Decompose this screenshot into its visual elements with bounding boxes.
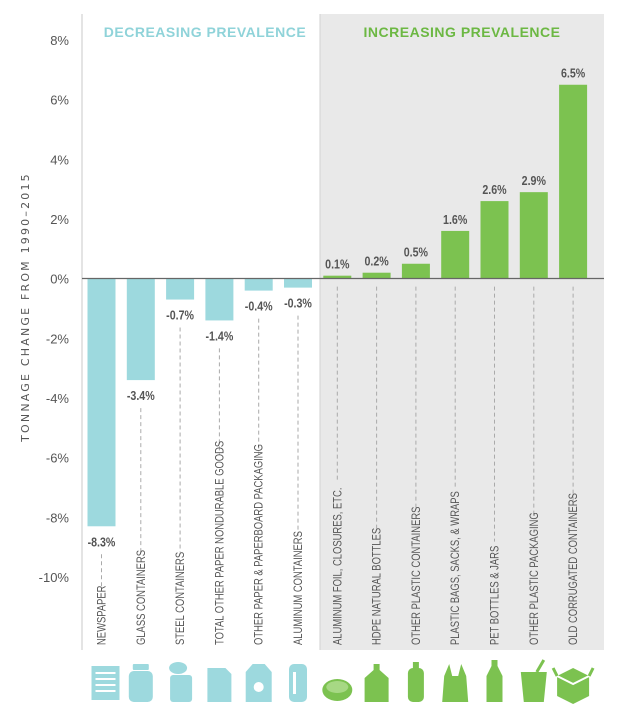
y-tick-label: 4%: [50, 152, 69, 167]
category-label: ALUMINUM FOIL, CLOSURES, ETC.: [331, 488, 344, 645]
bar-value-label: -1.4%: [205, 328, 233, 343]
paperboard-carton-icon: [245, 664, 272, 702]
bar-value-label: -0.4%: [245, 299, 273, 314]
category-label: NEWSPAPER: [96, 585, 109, 645]
bar: [441, 230, 470, 279]
cardboard-box-icon: [551, 667, 595, 704]
y-tick-label: -10%: [39, 570, 70, 585]
newspaper-icon: [91, 666, 120, 700]
plastic-bag-icon: [442, 664, 469, 702]
bar: [401, 263, 430, 279]
bar: [559, 84, 588, 279]
category-label: OTHER PAPER & PAPERBOARD PACKAGING: [253, 444, 266, 645]
glass-jar-icon: [128, 664, 153, 702]
y-tick-label: 0%: [50, 272, 69, 287]
bar-value-label: 0.5%: [404, 245, 429, 260]
category-label: HDPE NATURAL BOTTLES: [371, 528, 384, 645]
icons-row: [91, 659, 595, 704]
y-axis-ticks: 8% 6% 4% 2% 0% -2% -4% -6% -8% -10%: [39, 33, 70, 585]
y-tick-label: 2%: [50, 212, 69, 227]
plastic-cup-icon: [520, 659, 547, 702]
foil-tray-icon: [322, 679, 353, 701]
y-tick-label: -6%: [46, 451, 70, 466]
category-label: OTHER PLASTIC CONTAINERS: [410, 507, 423, 645]
bar: [284, 278, 312, 288]
bar-value-label: 0.2%: [364, 254, 389, 269]
bar-value-label: -0.3%: [284, 296, 312, 311]
bar: [205, 278, 234, 321]
category-label: OLD CORRUGATED CONTAINERS: [567, 493, 580, 645]
category-label: STEEL CONTAINERS: [174, 552, 187, 645]
y-tick-label: -8%: [46, 510, 70, 525]
bars: -8.3% NEWSPAPER -3.4% GLASS CONTAINERS -0.7%…: [87, 66, 588, 645]
paper-sheet-icon: [207, 668, 232, 702]
bar-value-label: 2.6%: [482, 182, 507, 197]
y-axis-label: TONNAGE CHANGE FROM 1990–2015: [19, 172, 32, 443]
aluminum-can-icon: [289, 664, 307, 702]
panel-decreasing: [82, 14, 320, 650]
bar: [126, 278, 155, 381]
steel-can-icon: [169, 662, 193, 702]
bar-value-label: 2.9%: [522, 173, 547, 188]
y-tick-label: -2%: [46, 331, 70, 346]
bar: [166, 278, 195, 300]
milk-jug-icon: [364, 664, 389, 702]
category-label: PET BOTTLES & JARS: [489, 546, 502, 645]
bar: [87, 278, 116, 527]
bar-value-label: 0.1%: [325, 257, 350, 272]
category-label: GLASS CONTAINERS: [135, 550, 148, 645]
pet-bottle-icon: [486, 660, 503, 702]
bar: [362, 272, 391, 279]
bar-value-label: -8.3%: [88, 534, 116, 549]
bar: [244, 278, 273, 291]
y-tick-label: 8%: [50, 33, 69, 48]
panel-increasing: [320, 14, 604, 650]
category-label: OTHER PLASTIC PACKAGING: [528, 512, 541, 645]
y-tick-label: 6%: [50, 93, 69, 108]
category-label: ALUMINUM CONTAINERS: [292, 531, 305, 645]
bar-value-label: -0.7%: [166, 308, 194, 323]
y-tick-label: -4%: [46, 391, 70, 406]
bar: [323, 275, 352, 279]
bar-value-label: -3.4%: [127, 388, 155, 403]
bar: [519, 192, 548, 279]
plastic-bottle-icon: [407, 662, 424, 702]
group-title-increasing: INCREASING PREVALENCE: [364, 24, 561, 40]
category-label: PLASTIC BAGS, SACKS, & WRAPS: [449, 491, 462, 645]
bar: [480, 201, 509, 279]
bar-value-label: 6.5%: [561, 66, 586, 81]
bar-value-label: 1.6%: [443, 212, 468, 227]
category-label: TOTAL OTHER PAPER NONDURABLE GOODS: [214, 441, 227, 645]
group-title-decreasing: DECREASING PREVALENCE: [104, 24, 306, 40]
